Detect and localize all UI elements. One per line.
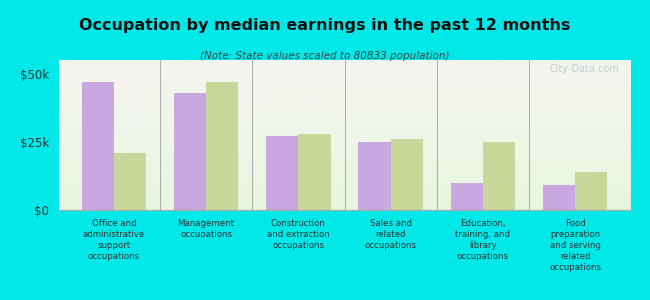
Bar [450, 183, 483, 210]
Text: City-Data.com: City-Data.com [549, 64, 619, 74]
Bar [114, 153, 146, 210]
Bar [298, 134, 331, 210]
Bar [483, 142, 515, 210]
Bar [174, 93, 206, 210]
Text: (Note: State values scaled to 80833 population): (Note: State values scaled to 80833 popu… [200, 51, 450, 61]
Bar [81, 82, 114, 210]
Bar [391, 139, 423, 210]
Bar [575, 172, 608, 210]
Bar [206, 82, 239, 210]
Text: Occupation by median earnings in the past 12 months: Occupation by median earnings in the pas… [79, 18, 571, 33]
Bar [543, 185, 575, 210]
Bar [358, 142, 391, 210]
Bar [266, 136, 298, 210]
